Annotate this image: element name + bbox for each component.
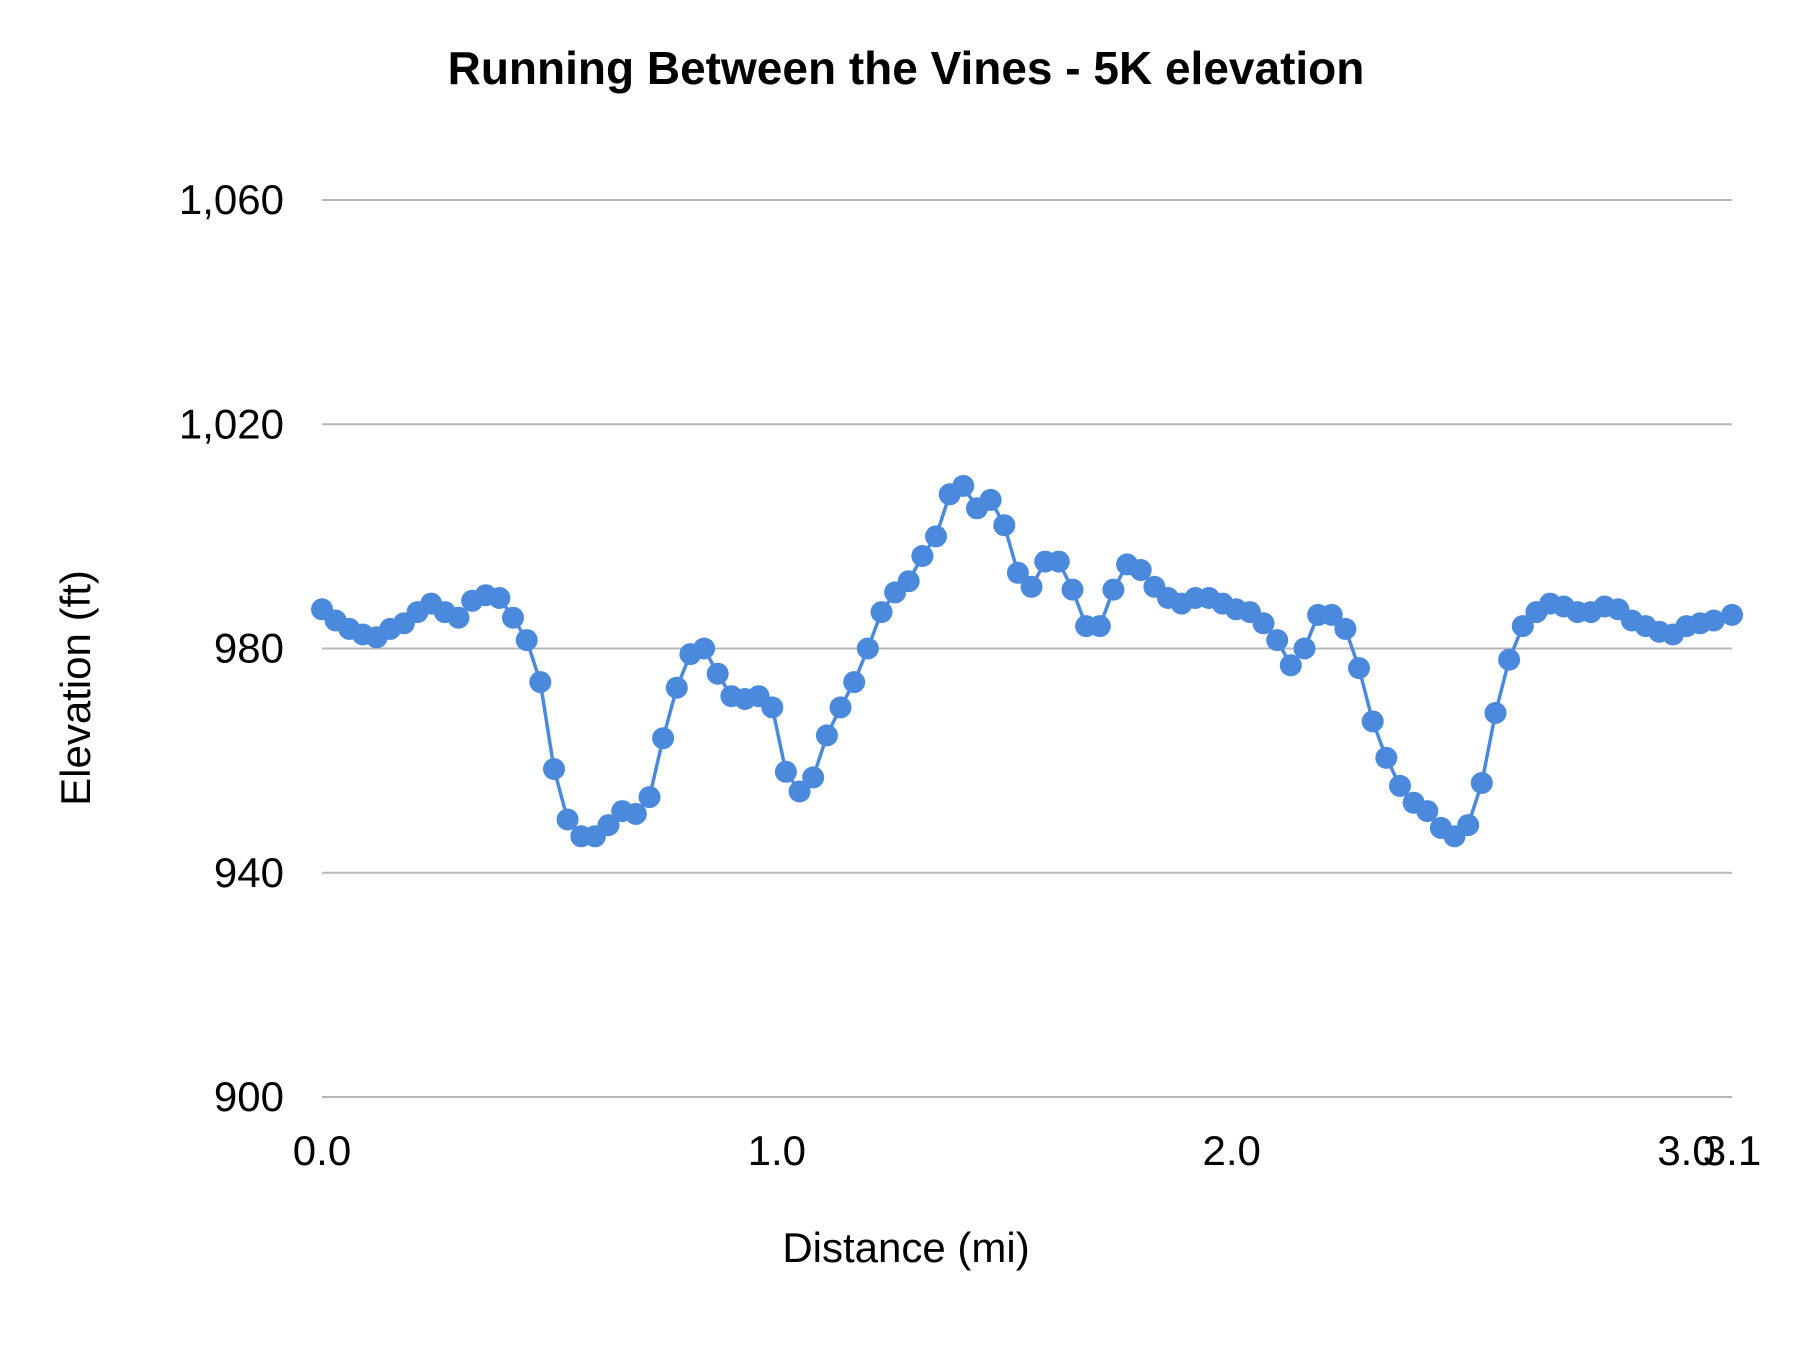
data-point xyxy=(597,814,620,837)
data-point xyxy=(502,606,524,629)
data-point xyxy=(843,671,866,694)
y-tick-label: 900 xyxy=(214,1073,284,1120)
data-point xyxy=(1252,612,1275,635)
data-point xyxy=(1334,617,1357,640)
data-point xyxy=(1498,648,1521,671)
data-point xyxy=(1088,615,1111,638)
data-point xyxy=(652,727,675,750)
series-line xyxy=(320,484,1733,839)
data-point xyxy=(1279,654,1302,677)
y-tick-label: 980 xyxy=(214,625,284,672)
data-point xyxy=(1389,774,1411,797)
data-point xyxy=(1320,603,1343,626)
data-point xyxy=(1721,603,1743,626)
data-point xyxy=(952,474,975,497)
data-point xyxy=(1375,746,1398,769)
data-point xyxy=(706,662,729,685)
data-point xyxy=(925,525,947,548)
data-point xyxy=(815,724,838,747)
data-point xyxy=(515,629,538,652)
x-axis-label: Distance (mi) xyxy=(782,1224,1029,1271)
data-point xyxy=(1470,772,1493,794)
data-point xyxy=(556,808,579,831)
data-point xyxy=(1457,814,1480,837)
data-point xyxy=(979,488,1002,511)
data-point xyxy=(447,606,470,629)
data-point xyxy=(1416,800,1439,823)
x-tick-label: 2.0 xyxy=(1202,1127,1260,1174)
data-point xyxy=(488,587,511,609)
data-point xyxy=(1061,578,1084,601)
y-axis-ticks: 900 940 980 1,020 1,060 xyxy=(179,176,284,1120)
data-point xyxy=(1006,561,1029,584)
data-point xyxy=(993,514,1016,537)
data-point xyxy=(802,766,825,789)
data-point xyxy=(624,802,647,825)
data-point xyxy=(870,601,893,624)
data-point xyxy=(1266,629,1289,652)
data-point xyxy=(1047,550,1070,573)
data-point xyxy=(665,676,688,699)
data-point xyxy=(856,637,879,660)
data-point xyxy=(1102,578,1125,601)
series-elevation xyxy=(311,474,1743,848)
x-tick-label: 3.1 xyxy=(1703,1127,1761,1174)
x-tick-label: 1.0 xyxy=(748,1127,806,1174)
data-point xyxy=(911,545,934,567)
data-point xyxy=(1484,702,1507,724)
data-point xyxy=(1511,615,1534,638)
data-point xyxy=(1129,559,1152,581)
x-tick-label: 0.0 xyxy=(293,1127,351,1174)
y-axis-label: Elevation (ft) xyxy=(52,570,99,806)
y-tick-label: 1,020 xyxy=(179,400,284,447)
gridlines xyxy=(322,199,1732,1098)
data-point xyxy=(1361,710,1384,733)
data-point xyxy=(761,696,784,719)
data-point xyxy=(1293,637,1316,660)
data-point xyxy=(897,570,920,593)
data-point xyxy=(529,671,552,694)
data-point xyxy=(543,758,565,780)
data-point xyxy=(1702,609,1725,632)
x-tick-label: 3.0 xyxy=(1657,1127,1715,1174)
data-point xyxy=(1348,657,1370,680)
y-tick-label: 940 xyxy=(214,849,284,896)
data-point xyxy=(829,696,852,719)
x-axis-ticks: 0.0 1.0 2.0 3.03.1 xyxy=(293,1127,1761,1174)
data-point xyxy=(638,786,661,809)
data-point xyxy=(788,780,811,803)
chart-title: Running Between the Vines - 5K elevation xyxy=(448,42,1365,94)
data-point xyxy=(774,760,797,783)
data-point xyxy=(693,637,716,660)
y-tick-label: 1,060 xyxy=(179,176,284,223)
data-point xyxy=(1020,575,1043,598)
